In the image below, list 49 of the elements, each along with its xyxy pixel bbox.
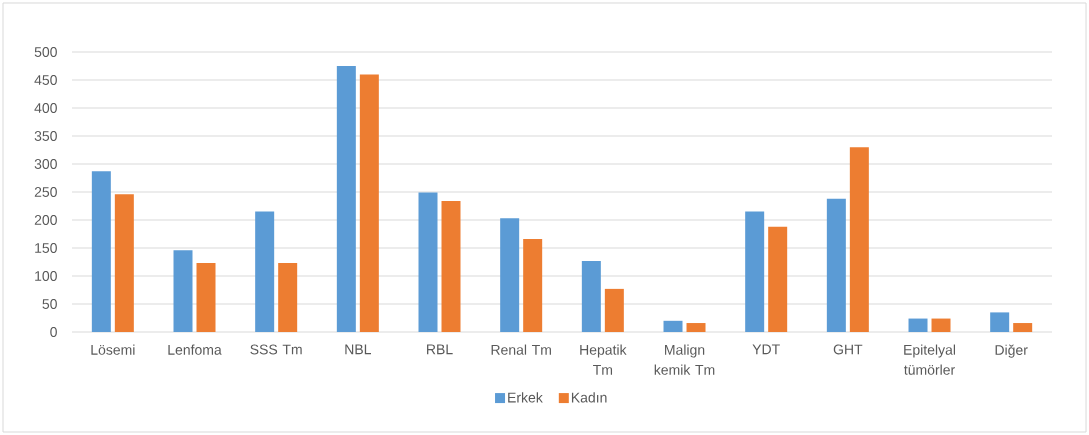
bar [908,318,928,332]
x-tick-label: NBL [345,344,371,355]
y-tick-label: 450 [34,75,57,85]
bar [278,263,298,332]
x-tick-label: Epitelyal tümörler [904,344,956,375]
bar [196,263,216,332]
bar [255,211,275,332]
x-tick-label: Lösemi [91,344,135,355]
x-tick-label: YDT [752,344,780,355]
bar [931,318,951,332]
x-tick-label: Hepatik Tm [580,344,627,375]
y-tick-label: 500 [34,47,57,57]
legend-label: Kadın [571,392,607,403]
bar [581,260,601,332]
y-tick-label: 350 [34,131,57,141]
bar [768,226,788,332]
x-tick-label: Lenfoma [168,344,222,355]
legend-label: Erkek [508,392,543,403]
bar [826,198,846,332]
x-tick-label: GHT [833,344,863,355]
x-tick-label: Renal Tm [491,344,551,355]
x-tick-label: Malign kemik Tm [654,344,715,375]
bar [523,239,543,332]
bar [114,194,134,332]
bar [663,320,683,332]
bar [418,192,438,332]
y-tick-label: 300 [34,159,57,169]
bar [91,171,111,332]
bar [500,218,520,332]
bar [441,200,461,332]
bar [359,74,379,332]
y-tick-label: 100 [35,271,57,281]
bar [745,211,765,332]
bar [173,250,193,332]
bar [990,312,1010,332]
bar [686,323,706,332]
x-tick-label: RBL [427,344,453,355]
x-tick-label: SSS Tm [250,344,302,355]
bar [604,288,624,332]
x-tick-label: Diğer [995,344,1028,358]
y-tick-label: 50 [42,299,57,309]
y-tick-label: 0 [50,327,57,337]
bar [336,66,356,332]
y-tick-label: 400 [34,103,57,113]
y-tick-label: 150 [35,243,57,253]
y-tick-label: 250 [34,187,57,197]
y-tick-label: 200 [34,215,57,225]
bar [1013,323,1033,332]
bar [849,147,869,332]
